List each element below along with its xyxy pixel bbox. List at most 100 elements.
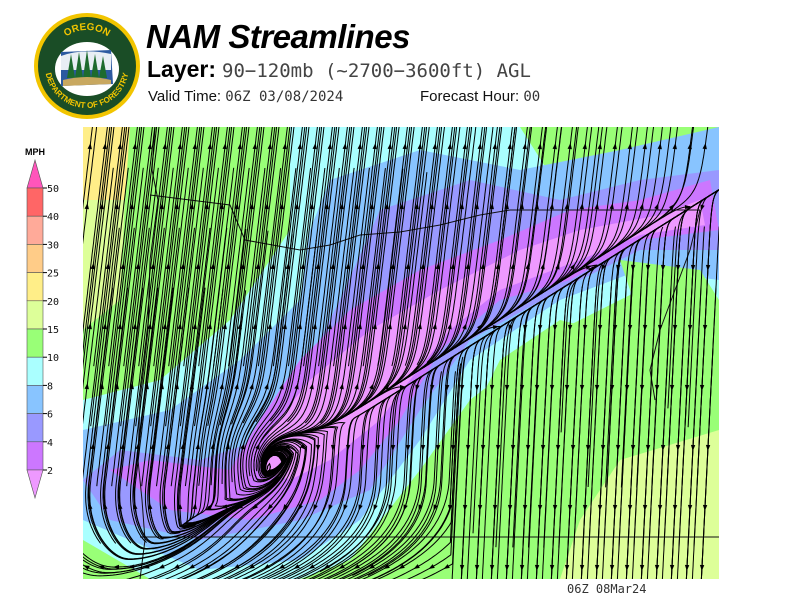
streamline-arrow [465,263,470,270]
oregon-department-of-forestry-logo: OREGON DEPARTMENT OF FORESTRY [34,13,140,119]
streamline-arrow [639,564,645,571]
legend-unit: MPH [25,147,45,157]
streamline-arrow [207,323,212,330]
streamline-arrow [313,504,318,511]
streamline-arrow [413,564,420,569]
streamline-arrow [117,323,122,330]
legend-tick-label: 20 [47,297,59,308]
streamline-arrow [495,263,500,270]
streamline [242,127,273,367]
streamline [550,346,564,579]
streamline-arrow [144,203,149,210]
legend-swatch-15-20 [26,300,44,330]
streamline-arrow [372,143,377,150]
streamline [108,127,138,367]
streamline-arrow [477,143,482,150]
streamline [111,127,156,487]
legend-swatch-30-40 [26,215,44,245]
streamline-arrow [189,203,194,210]
streamline [221,127,276,484]
streamline-arrow [188,564,195,569]
legend-tick-label: 4 [47,438,53,449]
streamline [242,127,310,490]
streamline-arrow [582,143,587,150]
streamline-arrow [339,203,344,210]
streamline-arrow [699,564,705,571]
streamline-arrow [159,383,164,390]
streamline [83,167,114,425]
streamline [126,127,171,487]
streamline-arrow [279,383,284,390]
streamline-arrow [375,444,381,451]
streamline-arrow [327,323,332,330]
streamline [83,127,111,355]
streamline [83,127,115,390]
streamline-arrow [624,564,630,571]
streamline [362,371,456,579]
streamline [362,127,393,367]
streamline-arrow [489,384,495,391]
streamline [181,127,250,529]
streamline-arrow [519,564,525,571]
legend-tick-label: 30 [47,240,59,251]
streamline [270,127,323,422]
streamline [150,127,188,427]
streamlines [83,127,719,579]
streamline-arrow [669,384,675,391]
streamline-arrow [430,384,435,391]
streamline [213,127,243,367]
streamline-arrow [570,263,576,270]
streamline-arrow [249,203,254,210]
streamline-arrow [264,383,269,390]
streamline-arrow [390,263,395,270]
streamline-arrow [192,143,197,150]
streamline [332,371,431,579]
streamline-arrow [435,444,441,451]
streamline-arrow [489,564,495,571]
streamline-arrow [537,143,542,150]
streamline [123,127,153,367]
legend-swatch-20-25 [26,272,44,302]
streamline [184,127,231,487]
forecast-hour: Forecast Hour: 00 [420,88,540,105]
streamline-arrow [585,265,592,270]
streamline-arrow [375,263,380,270]
streamline [377,127,408,367]
streamline-arrow [328,504,333,511]
streamline-arrow [642,143,647,150]
streamline [85,127,130,544]
legend-tick-label: 10 [47,353,59,364]
streamline [458,127,528,346]
streamline-arrow [609,564,615,571]
streamline-arrow [204,383,209,390]
streamline-arrow [672,143,677,150]
streamline-arrow [601,264,606,271]
streamline-arrow [402,323,407,330]
streamline [274,127,381,443]
streamline-arrow [105,263,110,270]
streamline [625,346,639,579]
streamline-arrow [219,383,224,390]
streamline-arrow [120,263,125,270]
streamline-arrow [428,564,435,569]
valid-time-value: 06Z 03/08/2024 [225,89,344,105]
streamline-arrow [492,325,499,330]
streamline-arrow [369,383,374,390]
streamline-arrow [474,203,479,210]
streamline-arrow [323,564,330,569]
streamline-arrow [279,203,284,210]
streamline-arrow [99,203,104,210]
streamline [640,346,654,579]
streamline [317,375,423,579]
streamline-arrow [102,143,107,150]
streamline [239,127,306,480]
streamline [272,127,303,367]
legend-swatch-4-6 [26,413,44,443]
streamline-arrow [240,263,245,270]
streamline-arrow [612,143,617,150]
streamline-arrow [519,203,524,210]
streamline [115,127,160,544]
streamline-arrow [564,203,569,210]
streamline [372,316,517,579]
streamline [198,127,246,486]
